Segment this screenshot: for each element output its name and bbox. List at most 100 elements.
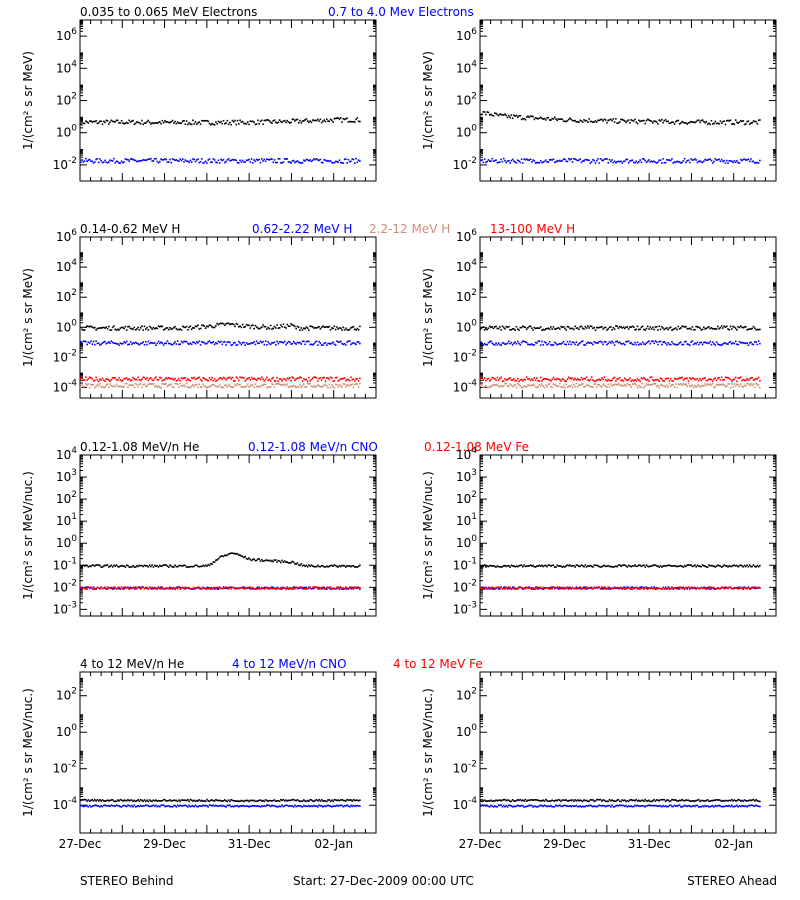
- data-point: [725, 385, 728, 388]
- data-point: [569, 340, 571, 343]
- data-point: [120, 342, 123, 345]
- data-point: [631, 379, 634, 381]
- data-point: [640, 161, 643, 164]
- data-point: [290, 323, 292, 325]
- data-point: [571, 341, 574, 343]
- data-point: [737, 377, 740, 380]
- data-point: [183, 326, 185, 328]
- data-point: [179, 379, 182, 382]
- data-point: [192, 587, 194, 590]
- data-point: [221, 587, 224, 590]
- data-point: [198, 383, 201, 386]
- data-point: [303, 120, 305, 122]
- data-point: [114, 161, 117, 164]
- data-point: [296, 341, 299, 344]
- data-point: [550, 587, 552, 590]
- data-point: [318, 377, 320, 380]
- data-point: [308, 160, 310, 162]
- data-point: [318, 340, 320, 343]
- data-point: [626, 587, 629, 590]
- data-point: [652, 160, 654, 163]
- data-point: [193, 385, 196, 388]
- data-point: [589, 385, 592, 388]
- data-point: [737, 586, 740, 589]
- data-point: [281, 380, 283, 382]
- data-point: [174, 588, 176, 590]
- data-point: [313, 157, 315, 160]
- data-point: [310, 343, 313, 346]
- data-point: [190, 161, 193, 163]
- data-point: [299, 383, 301, 386]
- data-point: [594, 587, 597, 589]
- data-point: [494, 587, 496, 590]
- data-point: [547, 378, 550, 381]
- data-point: [315, 340, 318, 343]
- data-point: [263, 588, 266, 590]
- data-point: [207, 341, 210, 343]
- data-point: [753, 120, 756, 123]
- data-point: [631, 586, 634, 588]
- data-point: [722, 565, 724, 568]
- data-point: [290, 343, 292, 345]
- data-point: [151, 160, 153, 162]
- data-point: [280, 324, 282, 326]
- data-point: [226, 159, 229, 161]
- data-point: [346, 162, 348, 164]
- data-point: [141, 378, 143, 381]
- y-tick-label: 100: [56, 124, 77, 140]
- data-point: [212, 379, 215, 382]
- data-point: [666, 159, 668, 161]
- data-point: [669, 564, 672, 567]
- data-point: [267, 586, 269, 589]
- data-point: [122, 326, 124, 329]
- data-point: [167, 587, 170, 590]
- data-point: [325, 588, 328, 590]
- data-point: [129, 384, 132, 387]
- data-point: [236, 119, 239, 122]
- data-point: [674, 587, 677, 590]
- data-point: [359, 342, 361, 345]
- data-point: [686, 343, 689, 345]
- data-point: [139, 342, 142, 345]
- series-0-7-to-4-0-mev-electrons: [80, 157, 361, 164]
- data-point: [129, 341, 132, 343]
- data-point: [533, 377, 536, 379]
- data-point: [588, 342, 590, 344]
- data-point: [650, 328, 653, 330]
- data-point: [575, 564, 578, 567]
- data-point: [590, 385, 593, 388]
- data-point: [724, 376, 727, 379]
- data-point: [592, 566, 594, 568]
- data-point: [491, 384, 494, 387]
- data-point: [539, 159, 542, 162]
- data-point: [91, 326, 94, 328]
- data-point: [510, 588, 513, 590]
- data-point: [137, 376, 139, 379]
- data-point: [218, 162, 221, 164]
- data-point: [533, 565, 536, 568]
- data-point: [254, 123, 257, 126]
- data-point: [201, 340, 203, 343]
- data-point: [697, 384, 700, 386]
- data-point: [201, 158, 203, 160]
- data-point: [566, 564, 569, 566]
- data-point: [267, 559, 269, 562]
- data-point: [160, 158, 162, 160]
- data-point: [146, 565, 148, 567]
- data-point: [318, 120, 320, 122]
- data-point: [290, 561, 292, 564]
- data-point: [632, 587, 635, 590]
- data-point: [133, 123, 136, 126]
- data-point: [266, 158, 268, 161]
- data-point: [165, 564, 167, 566]
- data-point: [169, 588, 171, 590]
- data-point: [268, 386, 271, 388]
- data-point: [222, 587, 225, 590]
- data-point: [615, 565, 617, 568]
- data-point: [561, 118, 564, 121]
- data-point: [273, 386, 276, 388]
- data-point: [197, 158, 199, 160]
- data-point: [193, 588, 196, 590]
- data-point: [213, 378, 216, 380]
- data-point: [218, 384, 221, 386]
